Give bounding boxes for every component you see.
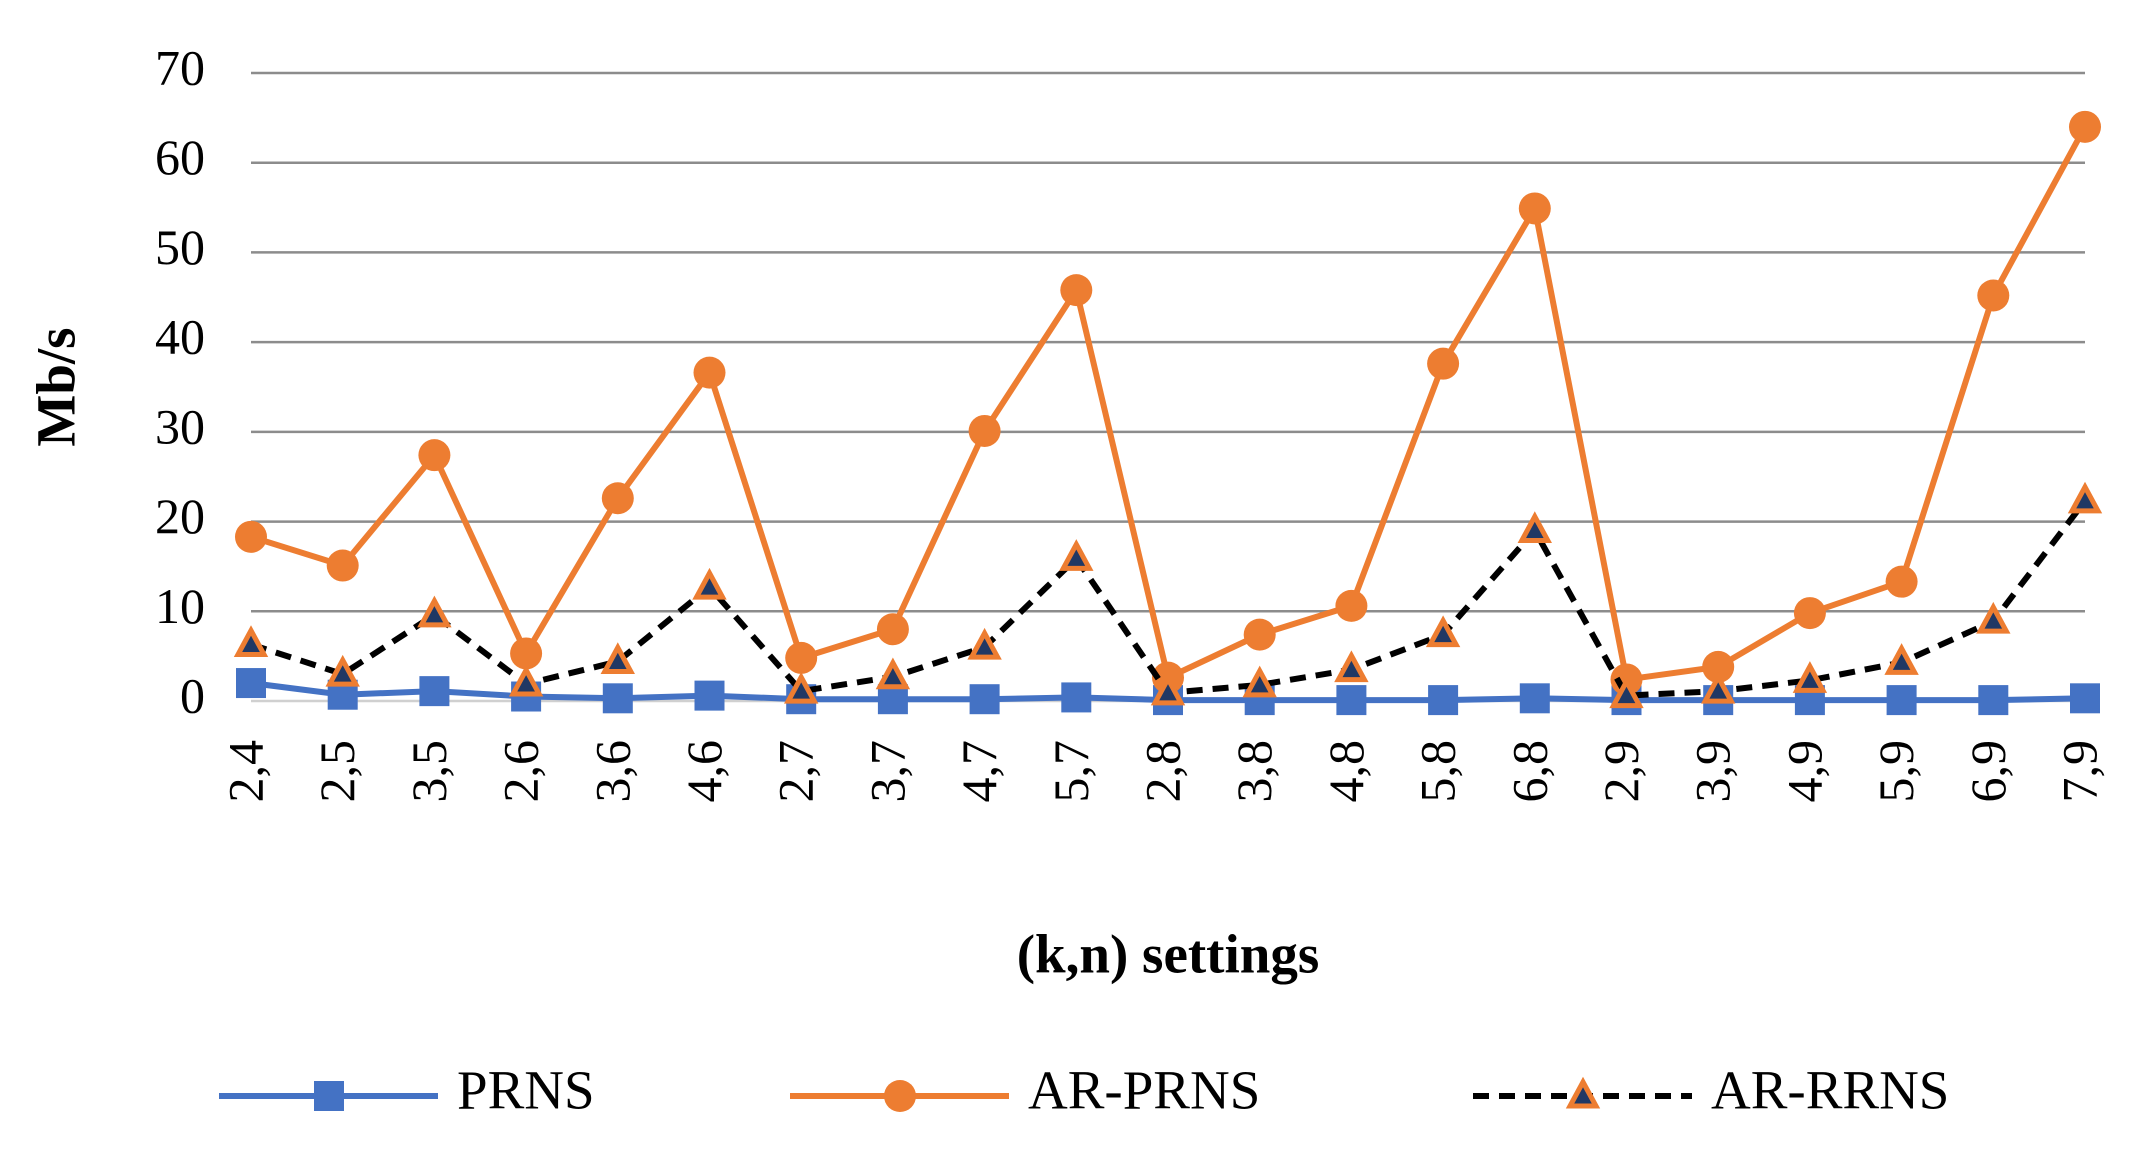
marker [1336,685,1367,716]
marker [326,549,359,582]
x-tick-label: 3,7 [859,740,915,803]
x-tick-label: 3,8 [1226,740,1282,803]
x-tick-label: 3,6 [584,740,640,803]
marker [1886,685,1917,716]
marker [968,414,1001,447]
y-tick-label: 20 [155,488,205,544]
marker [1609,676,1644,709]
x-tick-label: 5,7 [1043,740,1099,803]
marker [875,657,911,690]
marker [1428,685,1459,716]
marker [510,637,543,670]
y-tick-label: 60 [155,129,205,185]
marker [1519,683,1550,714]
x-tick-label: 4,6 [676,740,732,803]
marker [419,676,450,707]
marker [969,684,1000,715]
marker [1242,665,1277,698]
marker [1977,279,2010,312]
marker [876,613,909,646]
marker [1150,673,1186,706]
x-tick-label: 2,8 [1134,740,1190,803]
marker [967,627,1002,660]
marker [1425,615,1461,648]
legend-marker [884,1080,916,1112]
x-tick-label: 5,8 [1410,740,1466,803]
marker [2069,110,2101,143]
marker [784,671,819,704]
marker [692,567,727,600]
x-axis-title: (k,n) settings [1017,924,1320,985]
marker [1334,650,1369,683]
x-tick-label: 2,7 [768,740,824,803]
legend-marker [1565,1076,1601,1109]
marker [1427,347,1460,380]
marker [1059,539,1094,571]
y-tick-label: 10 [155,578,205,634]
x-tick-label: 7,9 [2051,740,2107,803]
marker [2070,683,2100,714]
x-tick-label: 4,8 [1318,740,1374,803]
marker [602,683,633,714]
marker [785,641,818,674]
marker [325,654,360,687]
marker [1884,643,1919,675]
x-tick-label: 2,5 [309,740,365,803]
y-tick-label: 30 [155,398,205,454]
marker [1978,685,2009,716]
marker [235,520,267,553]
legend-label: AR-PRNS [1028,1060,1260,1121]
marker [1518,192,1551,225]
x-tick-label: 6,8 [1501,740,1557,803]
marker [1243,618,1276,651]
y-tick-label: 0 [180,667,205,723]
marker [508,664,544,697]
line [250,125,2088,683]
marker [1792,661,1828,693]
x-tick-label: 4,9 [1776,740,1832,803]
x-tick-label: 4,7 [951,740,1007,803]
legend-marker [314,1081,344,1111]
marker [1335,589,1368,622]
x-tick-label: 6,9 [1960,740,2016,803]
marker [418,439,451,472]
x-tick-label: 2,4 [217,740,273,803]
x-tick-label: 2,6 [493,740,549,803]
marker [233,625,269,657]
y-tick-label: 70 [155,39,205,95]
y-tick-label: 50 [155,219,205,275]
marker [1701,671,1736,704]
marker [1702,650,1735,683]
marker [600,642,635,675]
legend-label: AR-RRNS [1711,1060,1949,1121]
x-tick-label: 2,9 [1593,740,1649,803]
marker [1793,597,1826,630]
marker [601,482,634,515]
x-tick-label: 3,9 [1685,740,1741,803]
marker [2067,481,2103,514]
y-tick-label: 40 [155,309,205,365]
series [233,481,2103,709]
y-axis-title: Mb/s [26,327,87,446]
marker [693,356,726,389]
series [235,110,2101,696]
marker [694,680,725,711]
marker [1060,274,1093,307]
marker [1885,565,1918,598]
legend-label: PRNS [457,1060,595,1121]
x-tick-label: 3,5 [401,740,457,803]
marker [1517,511,1552,544]
marker [1976,601,2011,634]
marker [1061,682,1092,713]
marker [417,595,452,628]
x-tick-label: 5,9 [1868,740,1924,803]
marker [236,668,266,699]
